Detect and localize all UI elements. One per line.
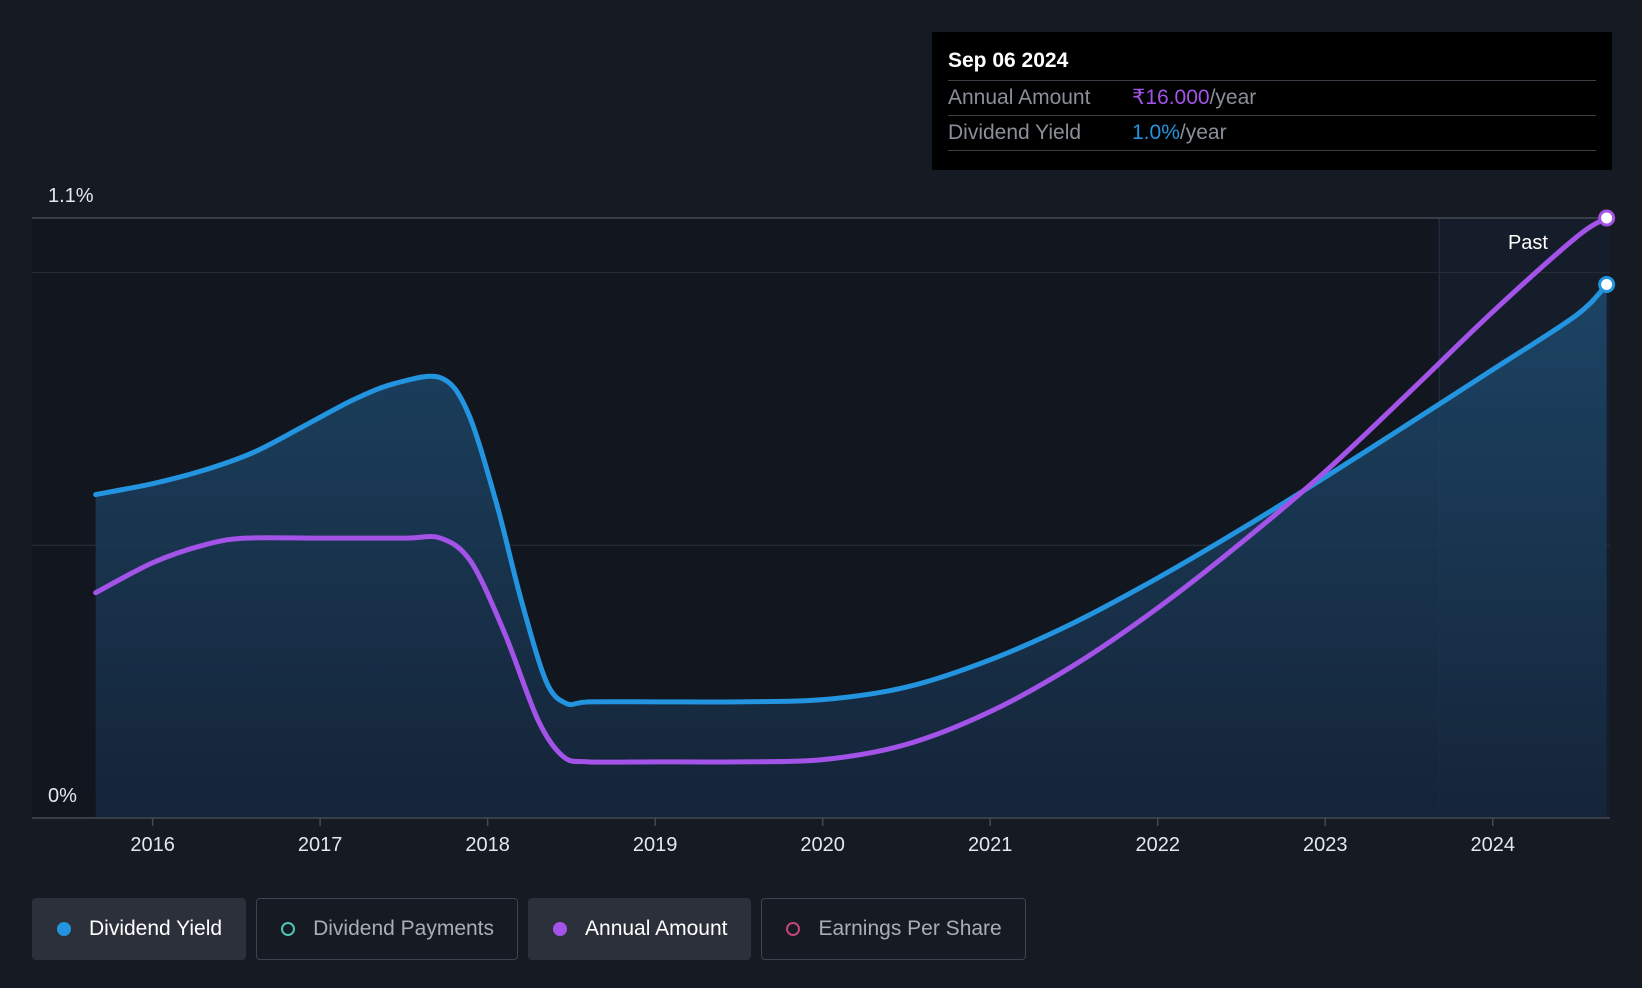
x-tick-label: 2024 [1470, 834, 1515, 856]
y-axis-top-label: 1.1% [48, 185, 94, 207]
dividend_yield-area [95, 284, 1607, 819]
legend-dot-icon [553, 922, 568, 936]
legend-dividend-payments-button[interactable]: Dividend Payments [256, 898, 519, 960]
x-tick-label: 2018 [465, 834, 510, 856]
tooltip-row-annual-amount: Annual Amount ₹16.000 /year [948, 81, 1596, 116]
x-tick-label: 2016 [130, 834, 175, 856]
legend-dot-icon [786, 922, 801, 936]
legend-annual-amount-button[interactable]: Annual Amount [528, 898, 752, 960]
y-axis-bottom-label: 0% [48, 785, 77, 807]
legend-dividend-yield-button[interactable]: Dividend Yield [32, 898, 247, 960]
past-label: Past [1508, 232, 1548, 254]
tooltip-date: Sep 06 2024 [948, 46, 1596, 81]
tooltip-key: Dividend Yield [948, 121, 1082, 144]
legend-dot-icon [281, 922, 296, 936]
tooltip: Sep 06 2024 Annual Amount ₹16.000 /year … [932, 32, 1612, 170]
legend-label: Earnings Per Share [818, 917, 1002, 940]
tooltip-value: ₹16.000 [1132, 86, 1210, 109]
x-tick-label: 2022 [1135, 834, 1180, 856]
tooltip-row-dividend-yield: Dividend Yield 1.0% /year [948, 116, 1596, 151]
tooltip-unit: /year [1209, 86, 1257, 109]
tooltip-unit: /year [1179, 121, 1227, 144]
legend-earnings-per-share-button[interactable]: Earnings Per Share [761, 898, 1026, 960]
tooltip-key: Annual Amount [948, 86, 1091, 109]
tooltip-value: 1.0% [1132, 121, 1180, 144]
x-tick-label: 2020 [800, 834, 845, 856]
legend: Dividend Yield Dividend Payments Annual … [32, 898, 1026, 960]
legend-label: Dividend Payments [313, 917, 495, 940]
legend-label: Dividend Yield [89, 917, 223, 940]
legend-dot-icon [57, 922, 71, 936]
x-tick-label: 2017 [298, 834, 343, 856]
x-tick-label: 2023 [1303, 834, 1348, 856]
x-tick-label: 2019 [633, 834, 678, 856]
x-tick-label: 2021 [968, 834, 1013, 856]
dividend_yield-line [93, 282, 1610, 708]
annual_amount-end-marker [1598, 209, 1616, 227]
legend-label: Annual Amount [585, 917, 728, 940]
dividend_yield-end-marker [1598, 276, 1616, 294]
annual_amount-line [93, 215, 1610, 765]
